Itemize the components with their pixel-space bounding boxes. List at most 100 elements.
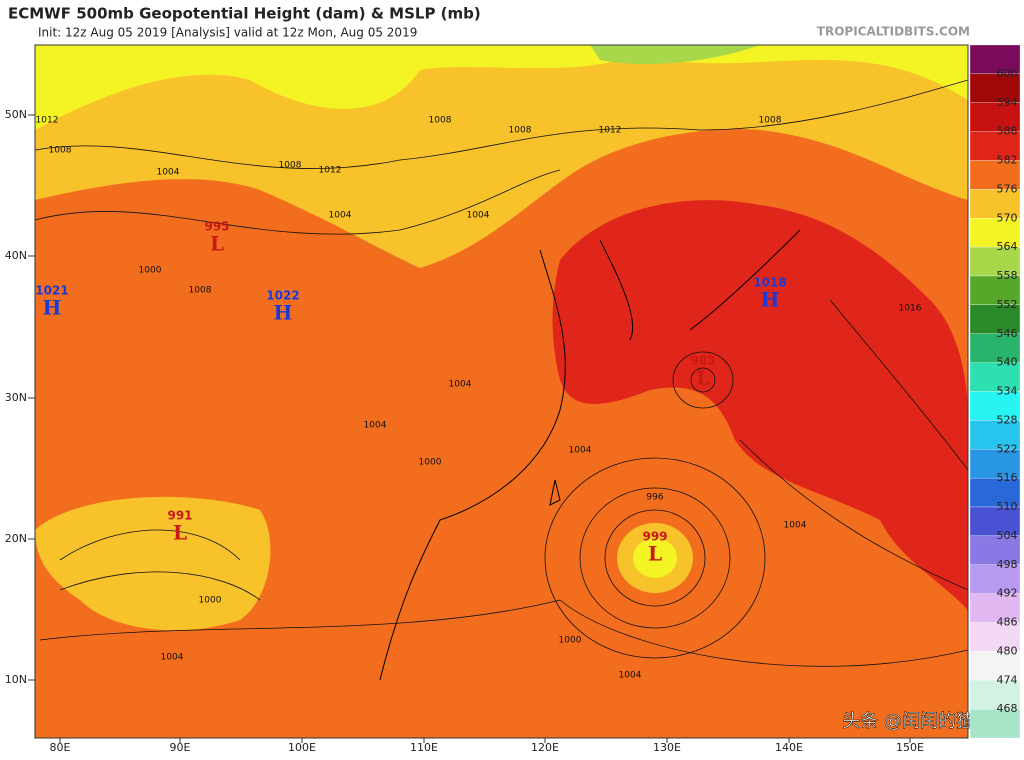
colorbar-label: 600 [997,67,1018,80]
colorbar-label: 576 [997,182,1018,195]
contour-label: 1008 [429,116,452,126]
colorbar-label: 498 [997,558,1018,571]
contour-label: 1008 [759,116,782,126]
contour-label: 1008 [189,286,212,296]
contour-label: 1004 [619,671,642,681]
center-pressure: 999 [642,530,667,544]
lon-label: 150E [896,741,924,754]
colorbar-swatch [969,73,1021,103]
colorbar-label: 492 [997,587,1018,600]
contour-label: 1004 [569,446,592,456]
colorbar-label: 474 [997,673,1018,686]
colorbar-swatch [969,362,1021,392]
colorbar-swatch [969,708,1021,739]
center-pressure: 983 [690,354,715,368]
colorbar-swatch [969,420,1021,450]
center-symbol: L [210,232,224,256]
center-symbol: L [173,521,187,545]
contour-label: 996 [646,493,663,503]
colorbar-swatch [969,651,1021,681]
center-pressure: 1022 [266,289,299,303]
colorbar-label: 540 [997,356,1018,369]
colorbar-label: 504 [997,529,1018,542]
colorbar-label: 570 [997,211,1018,224]
contour-label: 1000 [559,636,582,646]
lat-label: 40N [5,249,27,262]
colorbar-label: 516 [997,471,1018,484]
subtitle: Init: 12z Aug 05 2019 [Analysis] valid a… [38,26,417,40]
colorbar-swatch [969,593,1021,623]
center-symbol: H [761,288,780,312]
center-symbol: H [43,296,62,320]
lat-label: 30N [5,391,27,404]
colorbar-label: 564 [997,240,1018,253]
colorbar-swatch [969,304,1021,334]
colorbar-label: 510 [997,500,1018,513]
colorbar-label: 588 [997,125,1018,138]
contour-label: 1004 [364,421,387,431]
colorbar-swatch [969,391,1021,421]
colorbar-swatch [969,44,1021,75]
contour-label: 1004 [784,521,807,531]
contour-label: 1004 [329,211,352,221]
colorbar-swatch [969,131,1021,161]
contour-label: 1008 [279,161,302,171]
coastlines [379,229,801,681]
map-frame [34,44,969,739]
contour-label: 1000 [139,266,162,276]
center-pressure: 991 [167,509,192,523]
center-pressure: 1021 [35,284,68,298]
center-symbol: L [696,366,710,390]
contour-label: 1004 [161,653,184,663]
colorbar-swatch [969,680,1021,710]
contour-label: 1008 [49,146,72,156]
lat-label: 20N [5,532,27,545]
contour-label: 1012 [36,116,59,126]
lon-label: 130E [653,741,681,754]
title: ECMWF 500mb Geopotential Height (dam) & … [8,5,481,23]
colorbar-label: 480 [997,644,1018,657]
contour-label: 1012 [319,166,342,176]
colorbar-swatch [969,535,1021,565]
colorbar-swatch [969,564,1021,594]
colorbar-swatch [969,102,1021,132]
colorbar-label: 558 [997,269,1018,282]
lon-label: 100E [288,741,316,754]
contour-label: 1000 [419,458,442,468]
map-field [35,45,968,738]
source: TROPICALTIDBITS.COM [817,25,970,39]
lat-label: 50N [5,108,27,121]
colorbar-swatch [969,477,1021,508]
colorbar-swatch [969,449,1021,479]
lon-label: 90E [170,741,191,754]
colorbar-swatch [969,275,1021,306]
lon-label: 110E [410,741,438,754]
isobars [35,79,968,667]
colorbar-swatch [969,218,1021,248]
colorbar-swatch [969,506,1021,537]
colorbar-swatch [969,333,1021,363]
lon-label: 80E [50,741,71,754]
center-pressure: 1018 [753,276,786,290]
center-pressure: 995 [204,220,229,234]
contour-label: 1016 [899,304,922,314]
colorbar-label: 546 [997,327,1018,340]
colorbar-label: 534 [997,385,1018,398]
contour-label: 1004 [467,211,490,221]
colorbar-label: 594 [997,96,1018,109]
contour-label: 1012 [599,126,622,136]
colorbar-label: 522 [997,442,1018,455]
watermark: 头条 @闰闰的猹科学 [842,711,1010,732]
colorbar-label: 486 [997,616,1018,629]
colorbar-swatch [969,160,1021,190]
lon-label: 120E [531,741,559,754]
colorbar-swatch [969,189,1021,219]
colorbar-label: 528 [997,413,1018,426]
lat-label: 10N [5,673,27,686]
contour-label: 1004 [157,168,180,178]
center-symbol: H [274,301,293,325]
lon-label: 140E [775,741,803,754]
colorbar-label: 582 [997,154,1018,167]
colorbar-swatch [969,246,1021,277]
